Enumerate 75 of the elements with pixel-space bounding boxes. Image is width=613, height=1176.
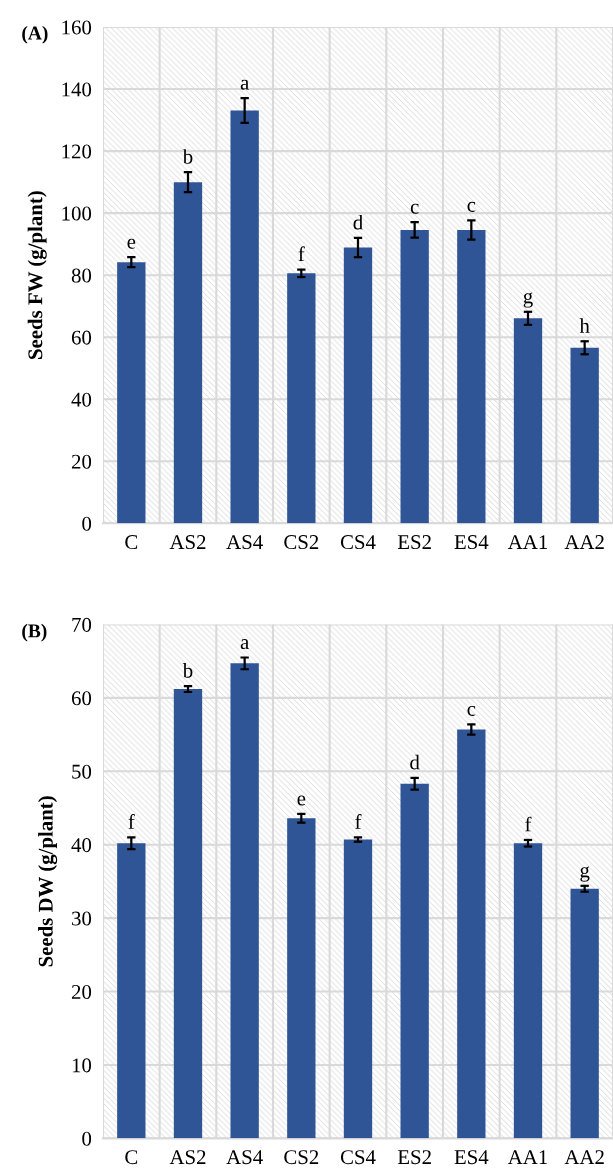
x-tick-label: AA1 xyxy=(507,535,547,549)
x-tick-label: CS4 xyxy=(340,535,376,550)
bar xyxy=(457,729,486,1139)
y-tick-label: 140 xyxy=(62,82,92,97)
annotation: g xyxy=(523,292,533,308)
x-tick-label: ES2 xyxy=(397,1150,431,1165)
y-tick-label: 70 xyxy=(72,617,92,632)
y-tick-label: 50 xyxy=(72,764,92,779)
y-tick-label: 120 xyxy=(62,144,92,159)
bar xyxy=(570,347,599,524)
bar xyxy=(513,318,543,524)
annotation: c xyxy=(410,203,419,214)
y-axis-title: Seeds FW (g/plant) xyxy=(27,191,47,359)
y-tick-label: 40 xyxy=(71,838,92,853)
y-tick-label: 60 xyxy=(71,330,92,345)
x-tick-label: AS2 xyxy=(169,535,206,550)
x-tick-label: CS2 xyxy=(284,535,319,550)
annotation: c xyxy=(467,201,476,212)
bar xyxy=(173,689,203,1139)
annotation: c xyxy=(467,705,476,716)
x-tick-label: AA1 xyxy=(507,1150,547,1164)
bar xyxy=(513,843,543,1139)
annotation: d xyxy=(410,754,420,770)
bar xyxy=(457,229,486,524)
bar xyxy=(287,818,316,1139)
y-tick-label: 160 xyxy=(62,20,92,35)
annotation: f xyxy=(355,814,362,829)
y-tick-label: 10 xyxy=(72,1058,92,1073)
x-tick-label: AS2 xyxy=(169,1150,206,1165)
bar xyxy=(400,783,429,1139)
x-tick-label: ES4 xyxy=(454,1150,489,1165)
y-tick-label: 20 xyxy=(71,984,92,999)
bar xyxy=(230,110,259,524)
bar xyxy=(343,839,373,1139)
x-tick-label: AA2 xyxy=(564,1150,604,1164)
x-tick-label: CS4 xyxy=(340,1150,376,1165)
y-tick-label: 60 xyxy=(71,691,92,706)
x-tick-label: CS2 xyxy=(284,1150,319,1165)
annotation: a xyxy=(240,79,249,90)
bar xyxy=(117,262,146,524)
y-tick-label: 0 xyxy=(82,516,92,531)
bar xyxy=(287,273,316,524)
annotation: f xyxy=(298,246,305,261)
x-tick-label: ES2 xyxy=(397,535,431,550)
annotation: b xyxy=(182,663,193,678)
bar xyxy=(570,888,599,1139)
bar xyxy=(343,247,373,524)
chart-title: (B) xyxy=(22,623,47,642)
x-tick-label: AA2 xyxy=(564,535,604,549)
annotation: b xyxy=(182,149,193,164)
annotation: a xyxy=(240,639,249,650)
annotation: g xyxy=(580,866,590,882)
annotation: e xyxy=(127,238,136,249)
bar xyxy=(117,843,146,1139)
x-tick-label: AS4 xyxy=(226,535,263,550)
y-tick-label: 80 xyxy=(71,268,92,283)
y-tick-label: 40 xyxy=(71,392,92,407)
x-tick-label: AS4 xyxy=(226,1150,263,1165)
x-tick-label: C xyxy=(125,1150,138,1165)
y-tick-label: 20 xyxy=(71,454,92,469)
y-axis-title: Seeds DW (g/plant) xyxy=(38,796,58,967)
annotation: f xyxy=(128,814,135,829)
y-tick-label: 0 xyxy=(82,1131,92,1146)
bar xyxy=(173,182,203,524)
x-tick-label: ES4 xyxy=(454,535,489,550)
annotation: h xyxy=(579,318,590,333)
x-tick-label: C xyxy=(125,535,138,550)
y-tick-label: 30 xyxy=(72,911,92,926)
bar xyxy=(400,229,429,524)
y-tick-label: 100 xyxy=(62,206,92,221)
bar xyxy=(230,663,259,1139)
chart-title: (A) xyxy=(22,25,48,44)
annotation: e xyxy=(297,795,306,806)
annotation: f xyxy=(525,816,532,832)
annotation: d xyxy=(353,214,363,230)
